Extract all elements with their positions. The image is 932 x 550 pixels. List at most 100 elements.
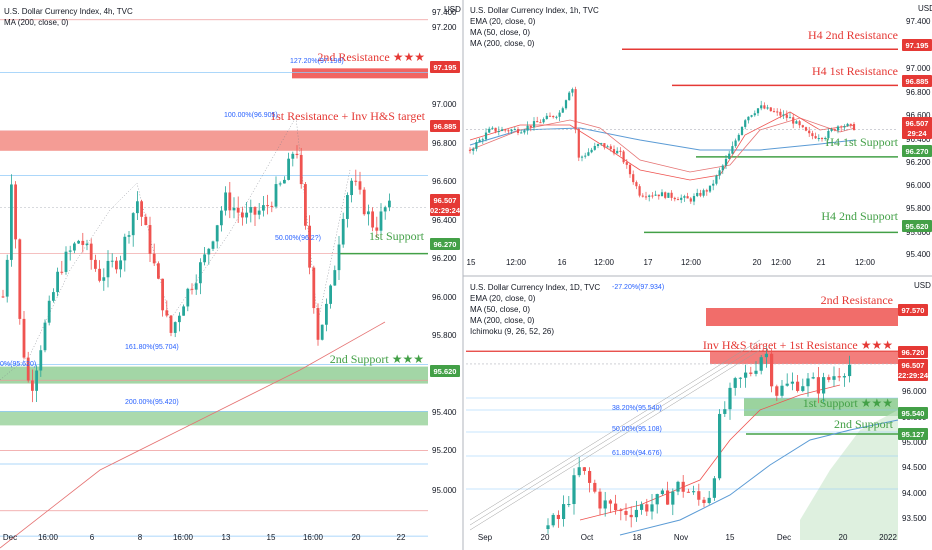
candle [728,153,731,159]
candle [603,500,607,509]
candle [236,207,240,213]
candle [388,200,391,208]
candle [776,111,779,113]
candle [822,377,826,394]
candle [249,207,253,213]
candle [811,133,814,137]
zone-1st-resistance [710,352,898,364]
y-tick-label: 97.400 [432,8,457,17]
x-tick-label: 15 [726,533,735,542]
price-badge-value: 96.507 [902,361,925,370]
candle [852,124,856,131]
price-badge-value: 96.885 [434,122,457,131]
candle [232,207,236,211]
candle [203,254,206,263]
candle [266,205,269,207]
fib-label: 61.80%(94.676) [612,450,662,457]
candle [801,386,805,391]
price-badge-countdown: 22:29:24 [898,371,929,380]
y-tick-label: 96.200 [906,158,931,167]
fib-label: 38.20%(95.540) [612,405,662,412]
candle [94,259,97,269]
x-tick-label: 12:00 [771,258,792,267]
candle [837,376,841,378]
candle [39,350,43,371]
fan-line [469,344,761,526]
y-tick-label: 95.800 [906,204,931,213]
candle [676,481,680,492]
candle [14,184,17,240]
candle [843,126,846,128]
candle [542,119,545,123]
candle [817,138,820,140]
candle [510,129,513,132]
candle [194,283,198,290]
candle [692,491,696,493]
candle [56,271,59,293]
indicator-legend: MA (50, close, 0) [470,305,530,314]
candle [144,216,148,226]
candle [199,262,202,284]
candle [641,195,644,197]
y-tick-label: 96.800 [906,88,931,97]
candle [270,205,274,207]
candle [654,194,657,196]
candle [593,145,596,150]
candle [779,111,782,116]
candle [371,211,374,228]
price-badge-value: 96.507 [434,196,457,205]
candle [766,107,769,109]
candle [299,154,303,185]
annotation-label: Inv H&S target + 1st Resistance ★★★ [703,338,893,352]
candle [119,260,122,270]
price-badge [898,359,928,381]
candle [763,105,766,109]
candle [846,123,849,127]
x-tick-label: Sep [478,533,493,542]
candle [329,285,332,304]
axis-currency: USD [914,281,931,290]
candle [22,318,26,358]
candle [660,192,664,197]
y-tick-label: 95.800 [432,331,457,340]
candle [770,353,774,387]
x-tick-label: Dec [777,533,791,542]
candle [724,158,728,166]
candle [785,383,789,386]
candle [588,470,592,483]
candle [616,150,619,154]
candle [337,244,341,271]
candle [849,123,852,125]
candle [657,194,660,197]
ma50-line [469,117,856,173]
candle [718,413,722,479]
y-tick-label: 95.000 [432,486,457,495]
candle [190,288,194,290]
candle [655,494,659,505]
candle [478,139,481,143]
candle [827,130,830,138]
candle [577,467,581,476]
y-tick-label: 97.200 [432,23,457,32]
candle [756,108,760,114]
x-tick-label: 20 [839,533,848,542]
candle [468,149,472,151]
candle [731,146,734,154]
candle [673,197,676,200]
y-tick-label: 97.000 [432,100,457,109]
candle [754,370,758,374]
candle [702,190,705,196]
candle [644,196,648,198]
candle [140,201,143,217]
chart-title: U.S. Dollar Currency Index, 1h, TVC [470,6,599,15]
candle [491,127,494,129]
price-badge-value: 95.620 [906,222,929,231]
candle [718,170,721,176]
price-badge-countdown: 29:24 [907,129,927,138]
candle [680,197,683,200]
price-badge [898,346,928,358]
candle [790,381,794,384]
candle [590,149,593,153]
candle [848,364,852,377]
candle [708,185,712,192]
